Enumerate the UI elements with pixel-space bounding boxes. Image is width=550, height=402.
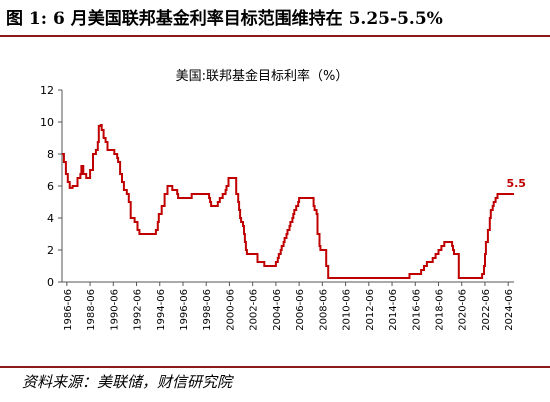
x-tick-label: 2008-06	[318, 289, 329, 331]
chart-series	[62, 124, 514, 279]
x-tick-label: 1996-06	[179, 289, 190, 331]
chart-title: 美国:联邦基金目标利率（%）	[176, 68, 349, 84]
data-label: 5.5	[506, 177, 526, 190]
title-divider	[0, 35, 550, 37]
y-tick-label: 0	[47, 276, 54, 289]
x-tick-label: 1990-06	[109, 289, 120, 331]
x-tick-label: 1988-06	[86, 289, 97, 331]
y-tick-label: 10	[40, 116, 54, 129]
chart-ticks: 0 2 4 6 8 10 12 1986-06 1988-06 1990-06 1992-06 199…	[40, 84, 515, 331]
y-tick-label: 6	[47, 180, 54, 193]
x-tick-label: 2002-06	[249, 289, 260, 331]
source-note: 资料来源：美联储，财信研究院	[22, 373, 233, 391]
x-tick-label: 2004-06	[272, 289, 283, 331]
y-tick-label: 4	[47, 212, 54, 225]
x-tick-label: 2014-06	[388, 289, 399, 331]
x-tick-label: 1986-06	[63, 289, 74, 331]
x-tick-label: 2020-06	[458, 289, 469, 331]
x-tick-label: 2016-06	[411, 289, 422, 331]
source-divider	[0, 366, 550, 368]
x-tick-label: 1992-06	[133, 289, 144, 331]
y-tick-label: 2	[47, 244, 54, 257]
x-tick-label: 2018-06	[435, 289, 446, 331]
chart-axes	[61, 90, 514, 283]
x-tick-label: 2000-06	[225, 289, 236, 331]
chart-annotations: 5.5	[506, 177, 526, 190]
fed-funds-rate-chart: 美国:联邦基金目标利率（%） 0 2 4 6 8 10 12 1986-06 1988-06 19…	[40, 68, 526, 331]
x-tick-label: 1998-06	[202, 289, 213, 331]
x-tick-label: 2006-06	[295, 289, 306, 331]
x-tick-label: 2010-06	[342, 289, 353, 331]
x-tick-label: 1994-06	[156, 289, 167, 331]
x-tick-label: 2024-06	[504, 289, 515, 331]
figure-title: 图 1: 6 月美国联邦基金利率目标范围维持在 5.25-5.5%	[6, 9, 443, 29]
x-tick-label: 2022-06	[481, 289, 492, 331]
y-tick-label: 12	[40, 84, 54, 97]
series-line	[62, 124, 514, 279]
y-tick-label: 8	[47, 148, 54, 161]
x-tick-label: 2012-06	[365, 289, 376, 331]
